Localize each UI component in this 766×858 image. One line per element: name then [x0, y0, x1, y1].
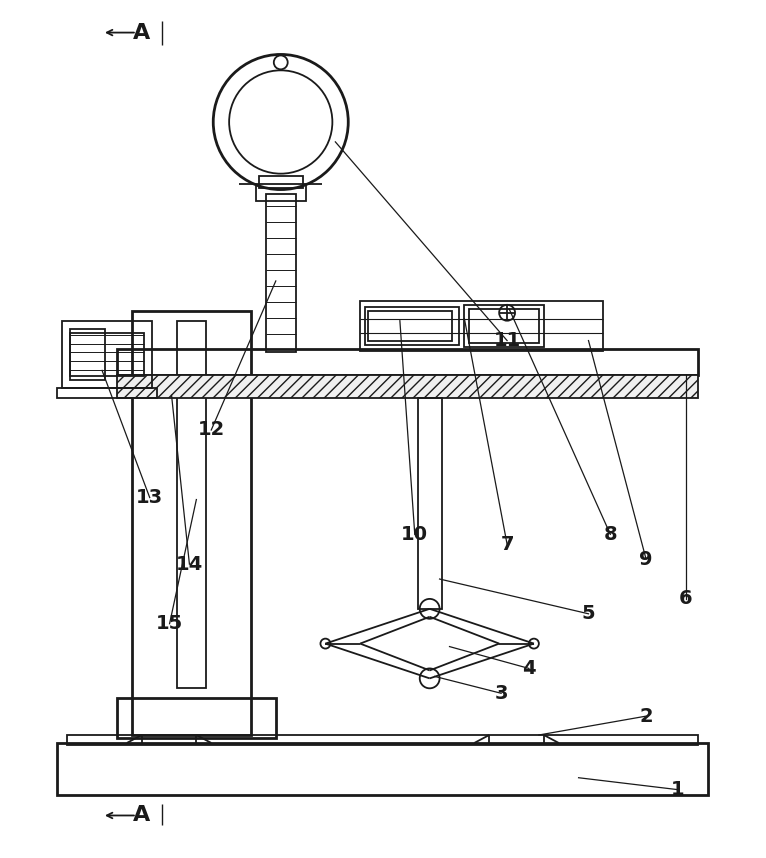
Text: 9: 9 — [640, 550, 653, 569]
Text: 12: 12 — [198, 420, 225, 439]
Text: 15: 15 — [156, 614, 183, 633]
Bar — [57, 743, 708, 795]
Bar — [57, 389, 157, 398]
Text: 10: 10 — [401, 525, 428, 544]
Bar — [259, 176, 303, 188]
Text: 2: 2 — [640, 707, 653, 726]
Bar — [62, 321, 152, 389]
Bar — [132, 311, 251, 735]
Text: 3: 3 — [494, 684, 508, 703]
Text: 1: 1 — [671, 780, 685, 799]
Bar — [67, 735, 698, 745]
Text: A: A — [133, 806, 150, 825]
Text: 6: 6 — [679, 589, 692, 608]
Bar — [360, 301, 604, 351]
Bar — [117, 698, 276, 738]
Bar — [256, 184, 306, 202]
Text: 4: 4 — [522, 659, 535, 678]
Bar — [365, 307, 460, 345]
Bar — [266, 194, 296, 353]
Bar — [470, 309, 538, 342]
Bar — [70, 333, 144, 377]
Bar — [117, 375, 698, 398]
Text: 7: 7 — [500, 535, 514, 553]
Bar — [417, 398, 441, 609]
Text: 8: 8 — [604, 525, 617, 544]
Bar — [368, 311, 453, 341]
Text: 5: 5 — [581, 604, 595, 623]
Bar — [117, 348, 698, 375]
Text: 11: 11 — [493, 331, 521, 350]
Text: 14: 14 — [175, 554, 203, 574]
Bar — [176, 321, 206, 688]
Text: 13: 13 — [136, 488, 163, 507]
Text: A: A — [133, 22, 150, 43]
Bar — [70, 329, 105, 380]
Circle shape — [273, 56, 288, 69]
Bar — [464, 305, 544, 347]
